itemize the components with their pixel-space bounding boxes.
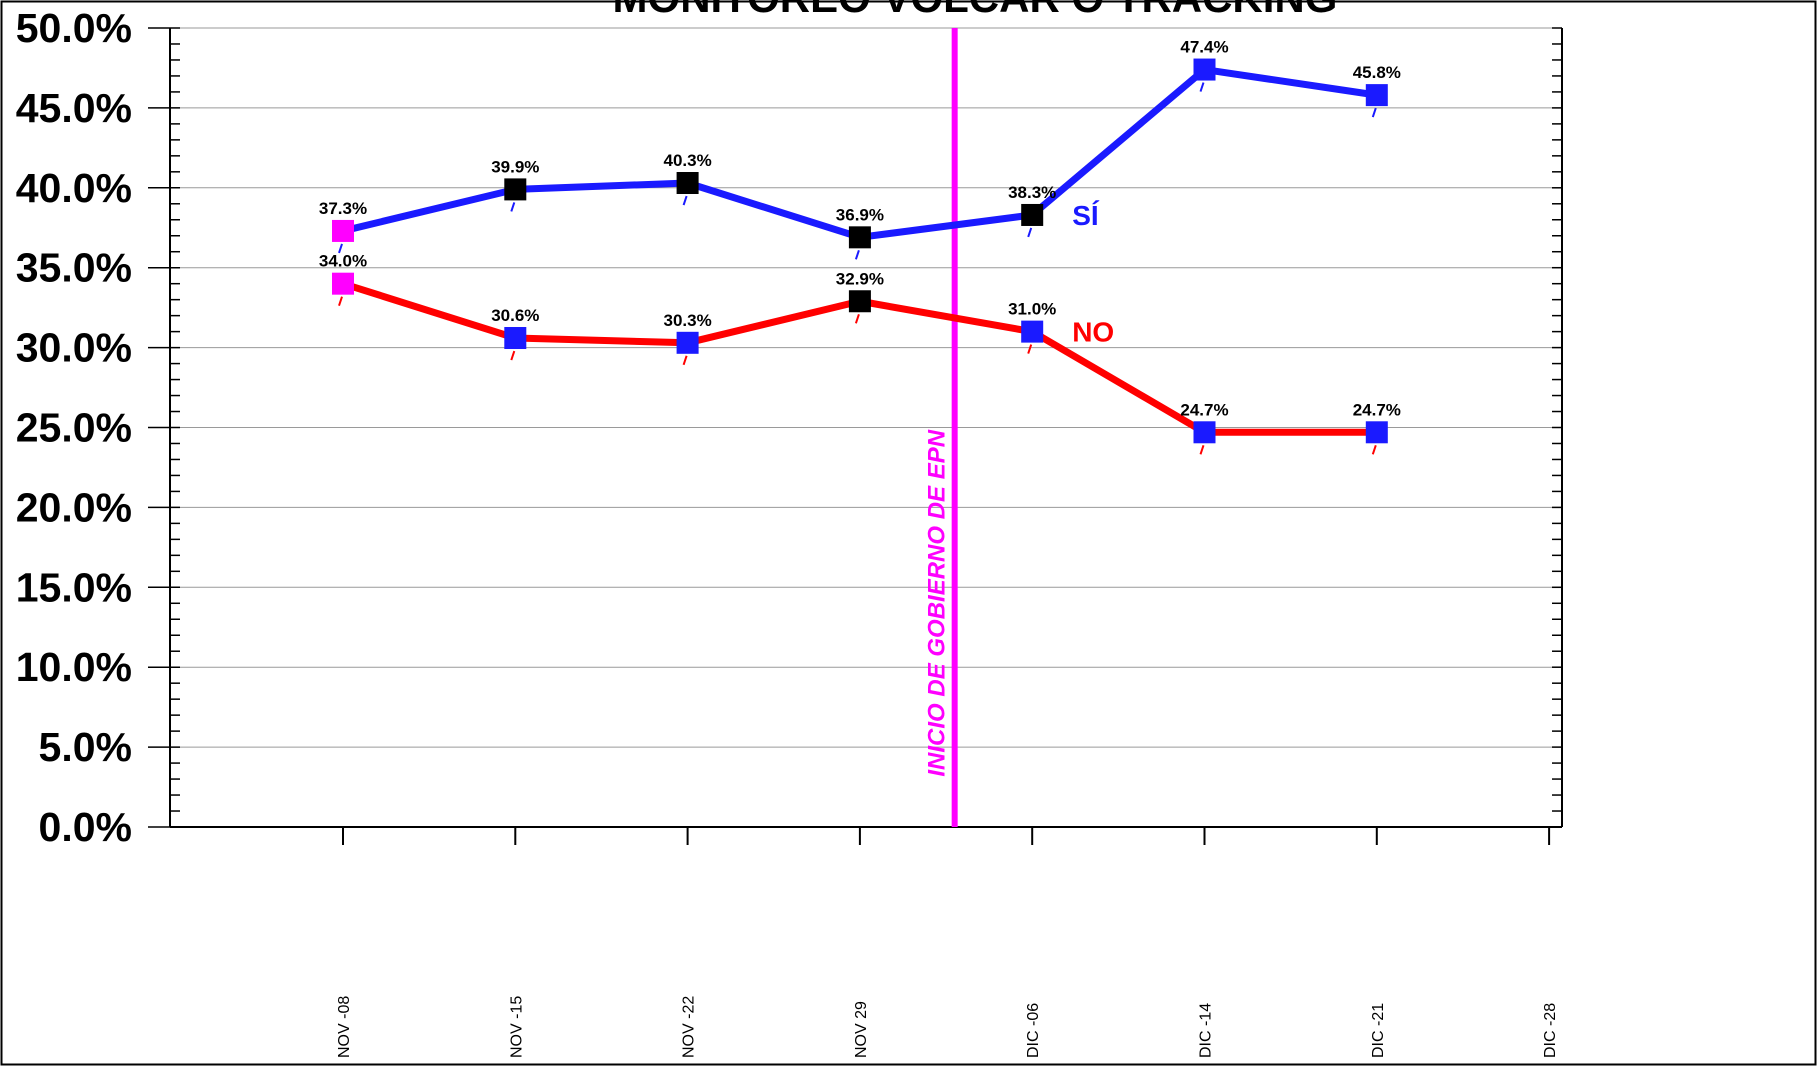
data-tick <box>854 313 860 324</box>
series-name-label: SÍ <box>1072 200 1100 231</box>
x-axis-ticks: NOV -08 NOV -15 NOV -22 NOV 29 DIC -06 DIC -1… <box>336 827 1559 1058</box>
y-tick-label: 20.0% <box>16 484 132 530</box>
data-label: 38.3% <box>1008 183 1056 202</box>
x-tick-label: DIC -21 <box>1370 1003 1387 1058</box>
data-label: 47.4% <box>1180 38 1228 57</box>
data-label: 34.0% <box>319 252 367 271</box>
data-point <box>848 290 871 313</box>
y-tick-label: 10.0% <box>16 644 132 690</box>
data-tick <box>338 243 343 254</box>
data-label: 40.3% <box>663 151 711 170</box>
annotation-label: INICIO DE GOBIERNO DE EPN <box>924 429 951 776</box>
y-tick-label: 45.0% <box>16 85 132 131</box>
series-si: 37.3% 39.9% 40.3% 36.9% 38.3% 47.4% 45.8% SÍ <box>319 38 1401 260</box>
data-point <box>1365 421 1388 444</box>
y-tick-label: 25.0% <box>16 405 132 451</box>
x-tick-label: NOV -15 <box>508 996 525 1058</box>
data-label: 30.6% <box>491 306 539 325</box>
x-tick-label: DIC -28 <box>1542 1003 1559 1058</box>
data-tick <box>1027 344 1033 354</box>
data-tick <box>682 355 688 366</box>
data-label: 36.9% <box>836 205 884 224</box>
x-tick-label: NOV -08 <box>336 996 353 1058</box>
series-group: 37.3% 39.9% 40.3% 36.9% 38.3% 47.4% 45.8% SÍ 34.… <box>319 38 1401 455</box>
data-label: 30.3% <box>663 311 711 330</box>
data-tick <box>1371 444 1377 455</box>
x-tick-label: NOV -22 <box>681 996 698 1058</box>
x-tick-label: DIC -14 <box>1198 1003 1215 1058</box>
grid-lines <box>170 27 1562 748</box>
data-tick <box>338 296 343 306</box>
data-tick <box>854 250 860 260</box>
y-tick-label: 40.0% <box>16 165 132 211</box>
x-tick-label: DIC -06 <box>1025 1003 1042 1058</box>
y-axis-ticks: 0.0% 5.0% 10.0% 15.0% 20.0% 25.0% 30.0% 35.0% 40… <box>16 5 1562 850</box>
data-tick <box>682 195 688 206</box>
series-no: 34.0% 30.6% 30.3% 32.9% 31.0% 24.7% 24.7% NO <box>319 252 1401 455</box>
annotation-group: INICIO DE GOBIERNO DE EPN <box>924 28 958 827</box>
series-name-label: NO <box>1072 317 1114 348</box>
data-point <box>676 172 699 195</box>
data-tick <box>510 202 516 212</box>
data-point <box>504 178 527 201</box>
data-point <box>1021 320 1044 343</box>
y-tick-label: 5.0% <box>39 724 132 770</box>
data-point <box>1193 421 1216 444</box>
data-tick <box>1027 227 1033 238</box>
data-point <box>848 226 871 249</box>
y-tick-label: 0.0% <box>39 804 132 850</box>
data-label: 31.0% <box>1008 300 1056 319</box>
y-tick-label: 35.0% <box>16 245 132 291</box>
data-label: 24.7% <box>1180 400 1228 419</box>
data-point <box>332 272 354 295</box>
data-point <box>1021 203 1044 226</box>
data-label: 24.7% <box>1353 400 1401 419</box>
data-tick <box>1199 82 1205 92</box>
data-tick <box>510 350 516 361</box>
x-tick-label: NOV 29 <box>853 1001 870 1058</box>
data-point <box>1193 58 1216 81</box>
data-label: 45.8% <box>1353 63 1401 82</box>
data-point <box>676 331 699 354</box>
data-label: 32.9% <box>836 269 884 288</box>
data-point <box>1365 84 1388 107</box>
data-label: 37.3% <box>319 199 367 218</box>
y-tick-label: 50.0% <box>16 5 132 51</box>
y-tick-label: 15.0% <box>16 564 132 610</box>
chart-title: MONITOREO VOLCAR O TRACKING <box>613 0 1338 21</box>
data-point <box>332 219 354 242</box>
data-tick <box>1199 444 1205 455</box>
y-tick-label: 30.0% <box>16 325 132 371</box>
data-tick <box>1371 107 1377 118</box>
data-point <box>504 327 527 350</box>
data-label: 39.9% <box>491 157 539 176</box>
